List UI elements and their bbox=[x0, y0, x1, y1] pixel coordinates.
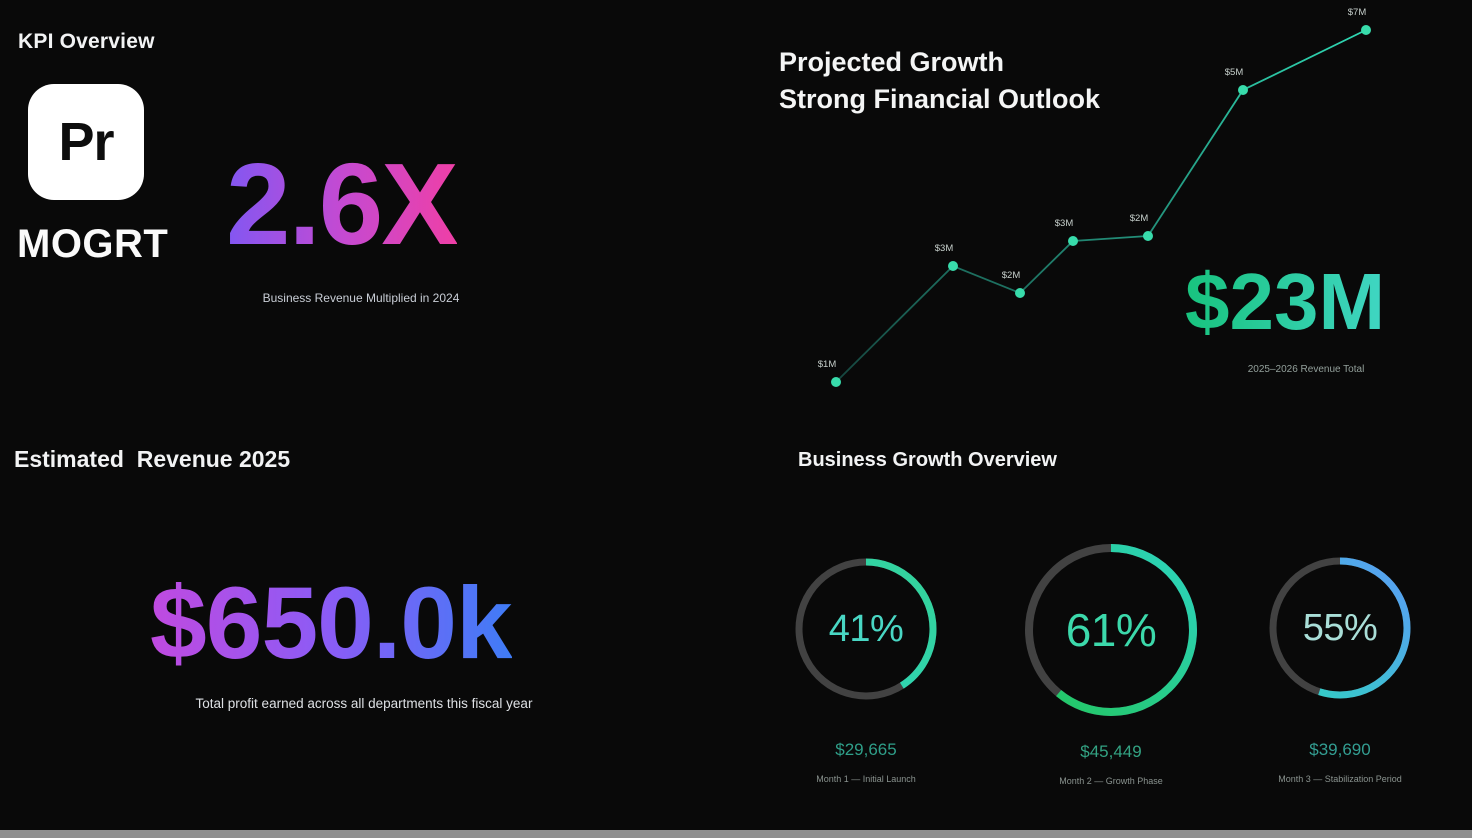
gauge-percent-1: 41% bbox=[828, 607, 904, 650]
business-growth-title: Business Growth Overview bbox=[798, 449, 1057, 471]
revenue-total-value: $23M bbox=[1185, 257, 1386, 346]
gauge-month-1: 41% bbox=[791, 554, 941, 704]
premiere-pro-logo: Pr bbox=[28, 84, 144, 200]
gauge-percent-3: 55% bbox=[1302, 606, 1378, 649]
revenue-multiplier-value: 2.6X bbox=[226, 139, 459, 269]
chart-point-label: $5M bbox=[1225, 67, 1244, 78]
projected-growth-title-line2: Strong Financial Outlook bbox=[779, 84, 1101, 114]
gauge-label-3: Month 3 — Stabilization Period bbox=[1278, 774, 1402, 784]
gauge-month-2: 61% bbox=[1020, 539, 1202, 721]
revenue-multiplier-caption: Business Revenue Multiplied in 2024 bbox=[262, 291, 460, 305]
chart-point bbox=[831, 377, 841, 387]
projected-growth-title-line1: Projected Growth bbox=[779, 47, 1005, 77]
chart-point-label: $3M bbox=[935, 243, 954, 254]
estimated-revenue-value: $650.0k bbox=[150, 566, 513, 680]
projected-growth-title: Projected Growth Strong Financial Outloo… bbox=[779, 44, 1100, 118]
chart-point bbox=[1015, 288, 1025, 298]
gauge-arc bbox=[1025, 544, 1197, 716]
gauge-arc bbox=[1269, 557, 1411, 699]
gauge-ring-3-svg bbox=[1269, 557, 1411, 699]
gauge-arc bbox=[795, 558, 937, 700]
gauge-percent-2: 61% bbox=[1065, 604, 1157, 656]
kpi-overview-title: KPI Overview bbox=[18, 30, 155, 53]
gauge-month-3: 55% bbox=[1265, 553, 1415, 703]
gauge-ring-1-svg bbox=[795, 558, 937, 700]
chart-point bbox=[948, 261, 958, 271]
chart-point-label: $2M bbox=[1130, 213, 1149, 224]
mogrt-label: MOGRT bbox=[17, 222, 169, 266]
gauge-value-2: $45,449 bbox=[1080, 742, 1142, 761]
chart-point bbox=[1238, 85, 1248, 95]
chart-point bbox=[1361, 25, 1371, 35]
chart-point-label: $3M bbox=[1055, 218, 1074, 229]
estimated-revenue-title: Estimated Revenue 2025 bbox=[14, 446, 291, 472]
gauge-value-3: $39,690 bbox=[1309, 740, 1371, 759]
chart-point bbox=[1143, 231, 1153, 241]
bottom-edge-bar bbox=[0, 830, 1472, 838]
premiere-pro-logo-text: Pr bbox=[58, 112, 114, 172]
chart-point-label: $1M bbox=[818, 359, 837, 370]
gauge-value-1: $29,665 bbox=[835, 740, 897, 759]
chart-point-label: $2M bbox=[1002, 270, 1021, 281]
estimated-revenue-caption: Total profit earned across all departmen… bbox=[195, 696, 533, 711]
revenue-total-caption: 2025–2026 Revenue Total bbox=[1247, 364, 1365, 375]
chart-point bbox=[1068, 236, 1078, 246]
gauge-ring-2-svg bbox=[1025, 544, 1197, 716]
chart-point-label: $7M bbox=[1348, 7, 1367, 18]
gauge-label-2: Month 2 — Growth Phase bbox=[1059, 776, 1163, 786]
gauge-label-1: Month 1 — Initial Launch bbox=[816, 774, 916, 784]
